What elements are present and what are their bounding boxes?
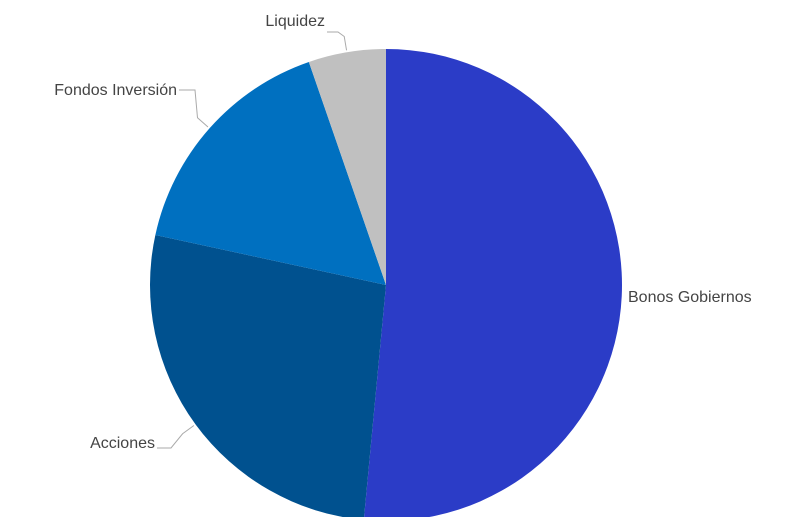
pie-labels: Bonos Gobiernos Acciones Fondos Inversió… xyxy=(54,13,751,452)
leader-line-1 xyxy=(157,425,195,449)
leader-line-3 xyxy=(327,31,348,51)
leader-line-2 xyxy=(179,89,209,128)
pie-slices xyxy=(150,49,622,517)
slice-label-acciones: Acciones xyxy=(90,435,155,452)
pie-slice-bonos-gobiernos xyxy=(364,49,622,517)
slice-label-fondos-inversion: Fondos Inversión xyxy=(54,82,177,99)
pie-leader-lines xyxy=(157,31,348,449)
pie-slice-acciones xyxy=(150,234,386,517)
pie-slice-liquidez xyxy=(308,49,386,285)
slice-label-liquidez: Liquidez xyxy=(265,13,325,30)
pie-slice-fondos-inversion xyxy=(155,61,386,285)
slice-label-bonos-gobiernos: Bonos Gobiernos xyxy=(628,289,752,306)
